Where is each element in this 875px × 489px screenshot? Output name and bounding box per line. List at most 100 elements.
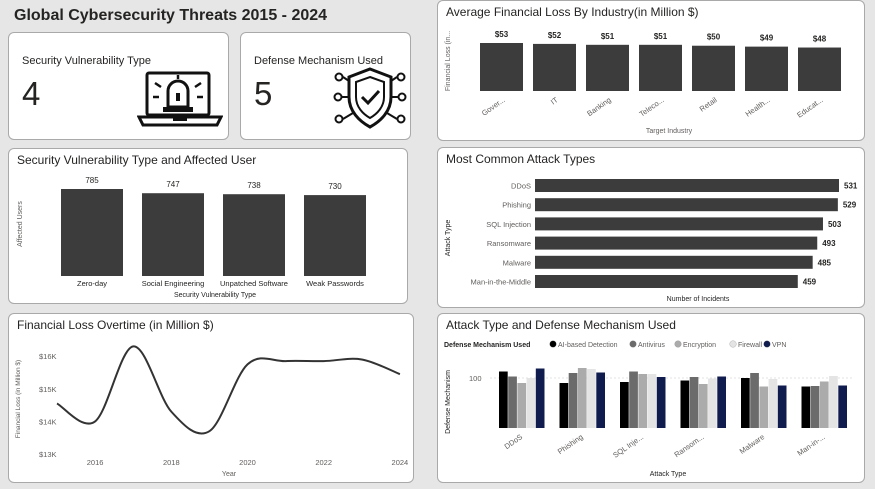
bar (304, 195, 366, 276)
x-tick-label: Retail (698, 95, 719, 114)
bar (620, 382, 629, 428)
x-tick-label: DDoS (503, 432, 525, 451)
x-tick-label: 2018 (163, 458, 180, 467)
y-tick-label: Phishing (502, 201, 531, 210)
y-axis-title: Attack Type (445, 220, 452, 257)
chart-title: Average Financial Loss By Industry(in Mi… (446, 5, 699, 19)
industry-bar-chart: $53 Gover... $52 IT $51 Banking $51 Teleco... $5… (445, 30, 841, 135)
kpi-value: 5 (254, 75, 273, 112)
legend-label: Firewall (738, 342, 763, 349)
legend-marker (549, 340, 557, 348)
bar (768, 379, 778, 428)
bar (829, 376, 838, 428)
data-label: 529 (843, 201, 857, 210)
x-tick-label: IT (549, 95, 560, 106)
data-label: 503 (828, 220, 842, 229)
kpi-value: 4 (22, 75, 41, 112)
x-tick-label: Health... (744, 95, 772, 118)
bar (759, 386, 769, 428)
bar (586, 44, 629, 91)
financial-loss-line-chart: $13K $14K $15K $16K 2016 2018 2020 2022 2024 Year… (15, 345, 408, 478)
bar (535, 198, 838, 212)
chart-most-common-attack-types[interactable]: Most Common Attack Types DDoS 531 Phishing… (437, 147, 865, 308)
bar (517, 383, 527, 428)
bar (61, 189, 123, 276)
y-tick-label: $16K (39, 352, 57, 361)
y-axis-title: Financial Loss (in... (445, 31, 452, 91)
data-label: $52 (548, 31, 562, 40)
chart-attack-defense-mechanism[interactable]: Attack Type and Defense Mechanism Used D… (437, 313, 865, 483)
chart-title: Attack Type and Defense Mechanism Used (446, 318, 676, 332)
x-axis-title: Target Industry (646, 128, 693, 135)
bar (629, 371, 638, 428)
bar (568, 373, 578, 428)
legend-label: Encryption (683, 342, 716, 349)
bar (559, 383, 569, 428)
bar (223, 194, 285, 276)
bar (741, 378, 750, 428)
y-tick-label: Ransomware (487, 239, 531, 248)
y-axis-title: Financial Loss (in Million $) (15, 360, 22, 438)
data-label: 459 (803, 278, 817, 287)
data-label: 493 (822, 239, 836, 248)
bar (708, 378, 717, 428)
bar (810, 386, 820, 428)
y-tick-label: SQL Injection (486, 220, 531, 229)
x-tick-label: SQL Inje... (611, 432, 645, 460)
x-tick-label: Weak Passwords (306, 279, 364, 288)
kpi-label: Security Vulnerability Type (22, 55, 152, 67)
alarm-laptop-icon (137, 71, 223, 127)
chart-title: Financial Loss Overtime (in Million $) (17, 318, 214, 332)
attack-types-bar-chart: DDoS 531 Phishing 529 SQL Injection 503 Ransom… (445, 179, 858, 303)
bar (717, 376, 726, 428)
data-label: 531 (844, 182, 858, 191)
x-tick-label: Banking (585, 95, 612, 118)
chart-title: Security Vulnerability Type and Affected… (17, 153, 257, 167)
bar (692, 45, 735, 91)
bar (535, 217, 823, 231)
legend-label: AI-based Detection (558, 342, 618, 349)
x-tick-label: 2020 (239, 458, 256, 467)
y-tick-label: Malware (503, 258, 531, 267)
shield-check-icon (333, 67, 407, 129)
chart-financial-loss-overtime[interactable]: Financial Loss Overtime (in Million $) $… (8, 313, 414, 483)
bar (535, 179, 839, 192)
bar (838, 385, 847, 428)
legend-title: Defense Mechanism Used (444, 342, 530, 349)
legend-label: Antivirus (638, 342, 665, 349)
data-label: 747 (166, 180, 180, 189)
x-axis-title: Number of Incidents (667, 296, 730, 303)
bar (535, 255, 813, 269)
x-tick-label: 2016 (87, 458, 104, 467)
x-axis-title: Attack Type (650, 471, 687, 478)
data-label: 785 (85, 176, 99, 185)
bar (801, 386, 811, 428)
legend-marker (729, 340, 737, 348)
legend-marker (763, 340, 771, 348)
legend-marker (674, 340, 682, 348)
bar (745, 46, 788, 91)
data-label: 730 (328, 182, 342, 191)
y-tick-label: $13K (39, 450, 57, 459)
x-tick-label: Unpatched Software (220, 279, 288, 288)
bar (647, 374, 657, 428)
data-label: $51 (654, 32, 668, 41)
x-axis-title: Security Vulnerability Type (174, 292, 256, 299)
kpi-card-defense-mechanism[interactable]: Defense Mechanism Used 5 (240, 32, 411, 140)
bar (596, 372, 605, 428)
bar (819, 381, 829, 428)
dashboard-title: Global Cybersecurity Threats 2015 - 2024 (14, 7, 328, 24)
bar (535, 368, 545, 428)
bar (639, 44, 682, 91)
x-axis-title: Year (222, 471, 237, 478)
bar (577, 368, 587, 428)
legend-label: VPN (772, 342, 786, 349)
x-tick-label: Educat... (795, 95, 824, 119)
bar (638, 374, 648, 428)
data-label: $50 (707, 33, 721, 42)
kpi-card-vulnerability-type[interactable]: Security Vulnerability Type 4 (8, 32, 229, 140)
bar (508, 376, 517, 428)
chart-vulnerability-affected-users[interactable]: Security Vulnerability Type and Affected… (8, 148, 408, 304)
chart-financial-loss-by-industry[interactable]: Average Financial Loss By Industry(in Mi… (437, 0, 865, 141)
y-axis-title: Defense Mechanism (445, 370, 452, 434)
